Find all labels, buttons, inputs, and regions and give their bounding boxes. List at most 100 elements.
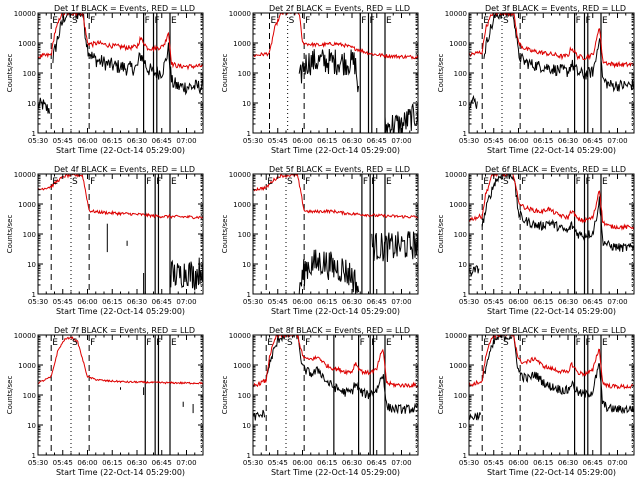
- plot-area: [253, 13, 418, 133]
- marker-label: E: [52, 16, 58, 26]
- marker-label: F: [90, 177, 95, 187]
- y-tick-label: 1000: [449, 40, 467, 48]
- series-events: [253, 409, 266, 421]
- x-tick-label: 07:00: [391, 137, 411, 145]
- marker-label: F: [521, 16, 526, 26]
- x-tick-label: 06:15: [102, 459, 122, 467]
- y-tick-label: 1: [247, 452, 251, 460]
- marker-label: E: [52, 338, 58, 348]
- series-events: [371, 230, 418, 263]
- marker-label: E: [171, 177, 177, 187]
- x-tick-label: 07:00: [607, 298, 627, 306]
- panel-title: Det 9f BLACK = Events, RED = LLD: [485, 326, 626, 335]
- x-tick-label: 06:45: [367, 137, 387, 145]
- y-tick-label: 100: [238, 70, 251, 78]
- y-tick-label: 100: [454, 392, 467, 400]
- x-axis-label: Start Time (22-Oct-14 05:29:00): [56, 307, 185, 316]
- plot-frame: [37, 173, 204, 295]
- marker-label: E: [171, 338, 177, 348]
- x-tick-label: 06:30: [342, 298, 362, 306]
- y-axis-label: Counts/sec: [6, 215, 14, 254]
- y-tick-label: 1000: [18, 40, 36, 48]
- x-tick-label: 06:15: [317, 459, 337, 467]
- y-axis-label: Counts/sec: [221, 54, 229, 93]
- marker-label: E: [602, 338, 608, 348]
- y-tick-label: 1: [32, 291, 36, 299]
- y-tick-label: 1000: [233, 201, 251, 209]
- x-axis-label: Start Time (22-Oct-14 05:29:00): [56, 468, 185, 477]
- x-tick-label: 07:00: [607, 459, 627, 467]
- x-tick-label: 05:30: [243, 137, 263, 145]
- series-lld: [469, 13, 634, 69]
- x-tick-label: 06:45: [583, 137, 603, 145]
- y-axis-label: Counts/sec: [221, 215, 229, 254]
- marker-label: E: [171, 16, 177, 26]
- x-tick-label: 06:00: [77, 137, 97, 145]
- plot-area: [469, 174, 634, 294]
- marker-label: F: [521, 338, 526, 348]
- series-events: [298, 249, 360, 294]
- marker-label: F: [305, 16, 310, 26]
- panel-title: Det 4f BLACK = Events, RED = LLD: [54, 165, 195, 174]
- x-tick-label: 06:15: [102, 137, 122, 145]
- y-tick-label: 10000: [14, 10, 36, 18]
- x-tick-label: 07:00: [391, 459, 411, 467]
- y-tick-label: 1000: [233, 40, 251, 48]
- x-tick-label: 07:00: [176, 459, 196, 467]
- plot-area: [38, 335, 203, 455]
- x-tick-label: 05:30: [459, 459, 479, 467]
- marker-label: E: [267, 338, 273, 348]
- marker-label: E: [386, 16, 392, 26]
- x-tick-label: 07:00: [176, 298, 196, 306]
- marker-label: S: [72, 338, 78, 348]
- x-tick-label: 06:00: [77, 298, 97, 306]
- y-tick-label: 10: [458, 261, 467, 269]
- x-tick-label: 05:30: [28, 459, 48, 467]
- x-tick-label: 06:45: [583, 298, 603, 306]
- y-tick-label: 1: [247, 130, 251, 138]
- y-tick-label: 10: [242, 100, 251, 108]
- marker-label: E: [386, 338, 392, 348]
- marker-label: F: [586, 16, 591, 26]
- series-events: [481, 335, 634, 415]
- plot-area: [38, 174, 203, 294]
- panel-title: Det 3f BLACK = Events, RED = LLD: [485, 4, 626, 13]
- x-tick-label: 05:30: [459, 298, 479, 306]
- y-tick-label: 10000: [229, 332, 251, 340]
- marker-label: F: [90, 338, 95, 348]
- plot-frame: [252, 173, 419, 295]
- plot-frame: [468, 334, 635, 456]
- marker-label: S: [287, 177, 293, 187]
- y-tick-label: 1000: [18, 362, 36, 370]
- y-tick-label: 1: [32, 130, 36, 138]
- x-tick-label: 06:30: [558, 298, 578, 306]
- marker-label: F: [370, 16, 375, 26]
- marker-label: S: [289, 16, 295, 26]
- y-tick-label: 1: [463, 291, 467, 299]
- x-tick-label: 06:00: [292, 137, 312, 145]
- marker-label: S: [503, 338, 509, 348]
- x-tick-label: 06:30: [127, 298, 147, 306]
- x-tick-label: 06:00: [77, 459, 97, 467]
- y-tick-label: 1: [247, 291, 251, 299]
- marker-label: F: [305, 338, 310, 348]
- y-tick-label: 10000: [445, 332, 467, 340]
- x-axis-label: Start Time (22-Oct-14 05:29:00): [487, 307, 616, 316]
- marker-label: F: [586, 177, 591, 187]
- marker-label: F: [576, 16, 581, 26]
- x-tick-label: 06:30: [342, 137, 362, 145]
- y-tick-label: 100: [238, 231, 251, 239]
- y-tick-label: 10000: [445, 10, 467, 18]
- y-tick-label: 10: [458, 422, 467, 430]
- series-events: [52, 13, 203, 96]
- plot-area: [469, 335, 634, 455]
- panel-title: Det 7f BLACK = Events, RED = LLD: [54, 326, 195, 335]
- x-tick-label: 06:15: [533, 459, 553, 467]
- y-tick-label: 1: [463, 452, 467, 460]
- marker-label: S: [503, 177, 509, 187]
- plot-frame: [252, 12, 419, 134]
- x-axis-label: Start Time (22-Oct-14 05:29:00): [271, 307, 400, 316]
